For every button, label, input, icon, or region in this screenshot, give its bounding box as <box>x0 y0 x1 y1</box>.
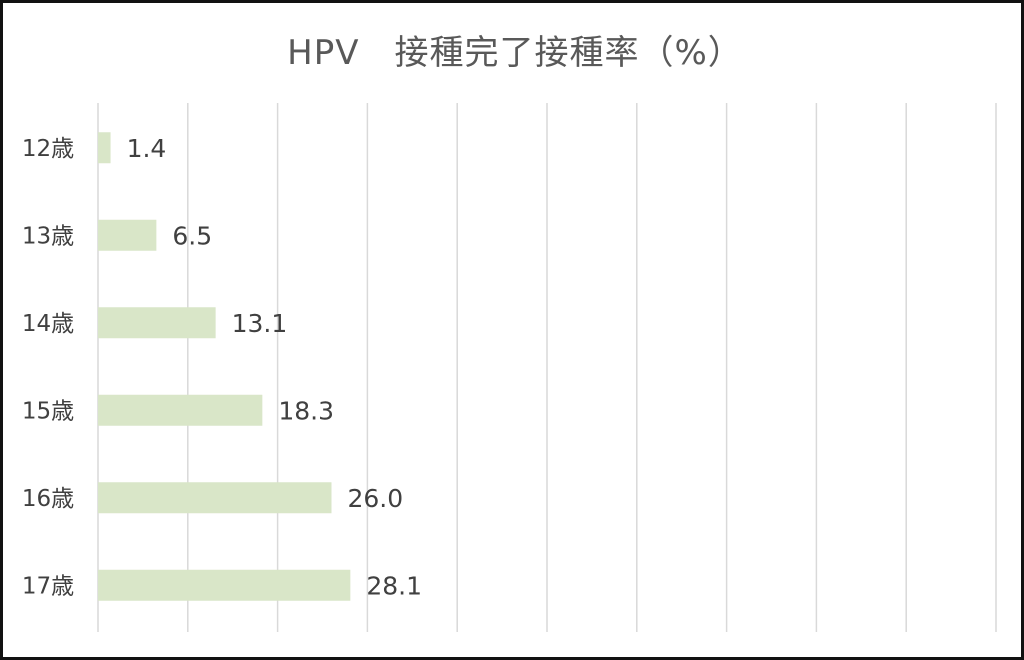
category-label: 12歳 <box>22 136 74 162</box>
category-label: 13歳 <box>22 223 74 249</box>
data-label: 1.4 <box>127 134 167 163</box>
data-label: 13.1 <box>232 309 288 338</box>
category-label: 14歳 <box>22 311 74 337</box>
bar <box>98 307 216 339</box>
category-label: 16歳 <box>22 486 74 512</box>
category-label: 17歳 <box>22 573 74 599</box>
chart-title: HPV 接種完了接種率（%） <box>287 33 743 73</box>
data-label: 18.3 <box>278 396 334 425</box>
bar <box>98 132 111 164</box>
bar <box>98 482 332 514</box>
bar <box>98 394 263 426</box>
category-label: 15歳 <box>22 398 74 424</box>
bar <box>98 219 157 251</box>
data-label: 6.5 <box>172 221 212 250</box>
data-label: 26.0 <box>347 484 403 513</box>
bar <box>98 569 351 601</box>
data-label: 28.1 <box>366 571 422 600</box>
